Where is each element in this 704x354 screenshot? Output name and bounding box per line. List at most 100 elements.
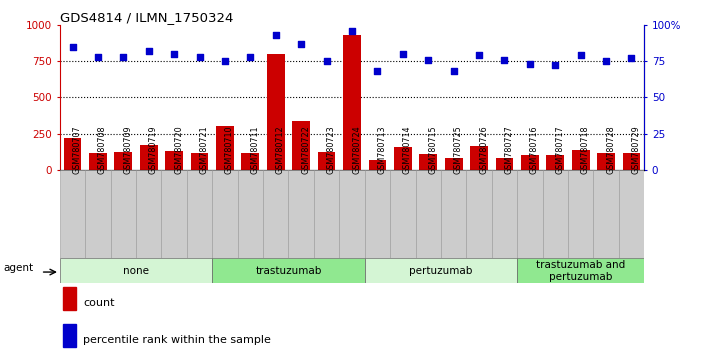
Bar <box>517 170 543 258</box>
Bar <box>60 170 85 258</box>
Text: GSM780714: GSM780714 <box>403 126 412 174</box>
Text: pertuzumab: pertuzumab <box>409 266 472 276</box>
Point <box>448 68 459 74</box>
Text: GSM780729: GSM780729 <box>631 126 641 174</box>
Text: GSM780727: GSM780727 <box>505 126 513 174</box>
Text: none: none <box>123 266 149 276</box>
Text: percentile rank within the sample: percentile rank within the sample <box>83 335 271 345</box>
Point <box>372 68 383 74</box>
Point <box>473 52 484 58</box>
Text: GSM780719: GSM780719 <box>149 126 158 174</box>
Point <box>422 57 434 62</box>
Bar <box>339 170 365 258</box>
Text: count: count <box>83 298 115 308</box>
Point <box>168 51 180 57</box>
Bar <box>343 35 361 170</box>
Bar <box>165 151 183 170</box>
Bar <box>546 155 564 170</box>
Bar <box>187 170 213 258</box>
Text: GSM780716: GSM780716 <box>530 126 539 174</box>
Bar <box>496 158 513 170</box>
Text: trastuzumab: trastuzumab <box>256 266 322 276</box>
Point <box>397 51 408 57</box>
Text: GSM780715: GSM780715 <box>428 126 437 174</box>
Bar <box>63 287 75 310</box>
Point <box>118 54 129 59</box>
Bar <box>60 258 213 283</box>
Point <box>626 55 637 61</box>
Bar <box>63 138 82 170</box>
Bar <box>622 153 641 170</box>
Text: GSM780717: GSM780717 <box>555 126 564 174</box>
Bar <box>213 170 238 258</box>
Text: GSM780709: GSM780709 <box>123 126 132 174</box>
Point <box>194 54 205 59</box>
Bar <box>85 170 111 258</box>
Text: GSM780718: GSM780718 <box>581 126 590 174</box>
Text: GSM780726: GSM780726 <box>479 126 488 174</box>
Text: GSM780710: GSM780710 <box>225 126 234 174</box>
Bar <box>263 170 289 258</box>
Bar <box>517 258 644 283</box>
Bar <box>572 150 589 170</box>
Point <box>550 63 561 68</box>
Point <box>601 58 612 64</box>
Bar <box>292 121 310 170</box>
Text: GSM780713: GSM780713 <box>377 126 386 174</box>
Bar <box>365 258 517 283</box>
Bar <box>445 158 463 170</box>
Point <box>524 61 536 67</box>
Bar <box>140 145 158 170</box>
Bar <box>89 153 107 170</box>
Text: GSM780724: GSM780724 <box>352 126 361 174</box>
Text: GSM780720: GSM780720 <box>174 126 183 174</box>
Bar <box>267 54 284 170</box>
Bar <box>568 170 593 258</box>
Bar <box>521 155 539 170</box>
Point <box>67 44 78 49</box>
Point <box>270 32 282 38</box>
Text: GSM780708: GSM780708 <box>98 126 107 174</box>
Bar <box>365 170 390 258</box>
Text: GSM780728: GSM780728 <box>606 126 615 174</box>
Point <box>575 52 586 58</box>
Bar <box>111 170 136 258</box>
Bar <box>136 170 161 258</box>
Bar <box>441 170 466 258</box>
Point <box>346 28 358 33</box>
Bar <box>593 170 619 258</box>
Text: GSM780707: GSM780707 <box>73 126 82 174</box>
Text: GSM780722: GSM780722 <box>301 126 310 174</box>
Bar <box>161 170 187 258</box>
Text: GSM780721: GSM780721 <box>199 126 208 174</box>
Text: GSM780711: GSM780711 <box>251 126 259 174</box>
Bar <box>394 147 412 170</box>
Bar <box>115 152 132 170</box>
Bar <box>597 153 615 170</box>
Bar <box>289 170 314 258</box>
Bar <box>491 170 517 258</box>
Bar <box>314 170 339 258</box>
Bar <box>415 170 441 258</box>
Bar <box>241 153 259 170</box>
Bar <box>470 146 488 170</box>
Point <box>92 54 103 59</box>
Text: GSM780725: GSM780725 <box>453 126 463 174</box>
Bar <box>368 160 386 170</box>
Bar <box>191 153 208 170</box>
Bar <box>216 126 234 170</box>
Bar <box>318 152 336 170</box>
Bar <box>420 154 437 170</box>
Point <box>321 58 332 64</box>
Text: agent: agent <box>3 263 33 273</box>
Point <box>499 57 510 62</box>
Bar <box>63 324 75 347</box>
Text: GSM780723: GSM780723 <box>327 126 336 174</box>
Bar <box>238 170 263 258</box>
Text: GSM780712: GSM780712 <box>276 126 285 174</box>
Text: trastuzumab and
pertuzumab: trastuzumab and pertuzumab <box>536 260 625 282</box>
Point <box>245 54 256 59</box>
Text: GDS4814 / ILMN_1750324: GDS4814 / ILMN_1750324 <box>60 11 233 24</box>
Point <box>296 41 307 46</box>
Point <box>143 48 154 54</box>
